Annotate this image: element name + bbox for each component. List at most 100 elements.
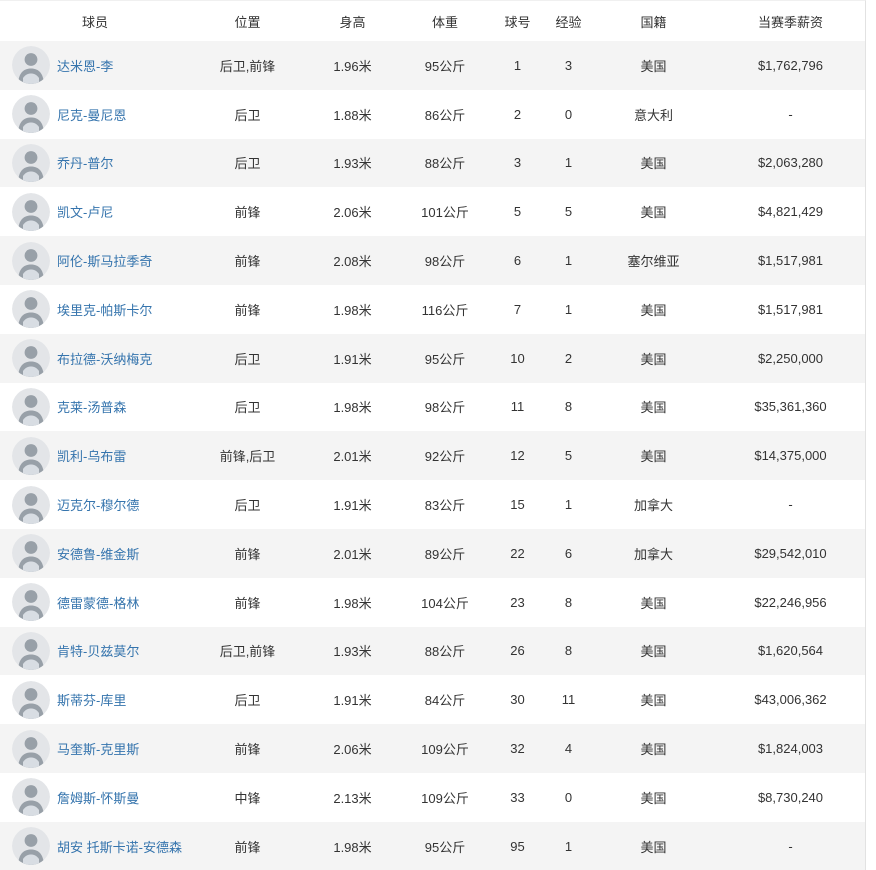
player-row: 凯文-卢尼 前锋 2.06米 101公斤 5 5 美国 $4,821,429 (0, 187, 865, 237)
weight-cell: 92公斤 (424, 449, 466, 465)
player-name-link[interactable]: 克莱-汤普森 (57, 400, 127, 416)
nationality-cell: 美国 (640, 644, 667, 660)
player-avatar[interactable] (12, 241, 50, 280)
weight-cell: 88公斤 (424, 644, 466, 660)
player-name-link[interactable]: 安德鲁-维金斯 (57, 546, 140, 562)
experience-cell: 5 (564, 204, 573, 220)
position-cell: 后卫 (234, 156, 261, 172)
player-avatar[interactable] (12, 387, 50, 426)
height-cell: 2.01米 (333, 449, 372, 465)
weight-cell: 101公斤 (421, 205, 469, 221)
player-name-link[interactable]: 胡安 托斯卡诺-安德森 (57, 839, 182, 855)
player-cell: 胡安 托斯卡诺-安德森 (0, 827, 190, 866)
player-avatar[interactable] (12, 827, 50, 866)
weight-cell: 95公斤 (424, 839, 466, 855)
jersey-number-cell: 7 (513, 301, 522, 317)
weight-cell: 116公斤 (421, 302, 469, 318)
person-silhouette-icon (12, 143, 50, 182)
player-name-link[interactable]: 马奎斯-克里斯 (57, 742, 140, 758)
nationality-cell: 意大利 (633, 107, 673, 123)
player-avatar[interactable] (12, 631, 50, 670)
salary-cell: - (788, 106, 793, 122)
player-row: 乔丹-普尔 后卫 1.93米 88公斤 3 1 美国 $2,063,280 (0, 138, 865, 188)
nationality-cell: 美国 (640, 742, 667, 758)
position-cell: 后卫 (234, 107, 261, 123)
position-cell: 前锋 (234, 839, 261, 855)
column-header-height: 身高 (339, 14, 366, 30)
player-row: 肯特-贝兹莫尔 后卫,前锋 1.93米 88公斤 26 8 美国 $1,620,… (0, 626, 865, 676)
player-name-link[interactable]: 德雷蒙德-格林 (57, 595, 140, 611)
weight-cell: 95公斤 (424, 58, 466, 74)
weight-cell: 89公斤 (424, 546, 466, 562)
person-silhouette-icon (12, 339, 50, 378)
salary-cell: $8,730,240 (757, 789, 824, 805)
height-cell: 2.13米 (333, 790, 372, 806)
salary-cell: $29,542,010 (754, 545, 827, 561)
person-silhouette-icon (12, 95, 50, 134)
person-silhouette-icon (12, 534, 50, 573)
player-row: 安德鲁-维金斯 前锋 2.01米 89公斤 22 6 加拿大 $29,542,0… (0, 528, 865, 578)
player-avatar[interactable] (12, 534, 50, 573)
player-avatar[interactable] (12, 436, 50, 475)
weight-cell: 95公斤 (424, 351, 466, 367)
player-avatar[interactable] (12, 290, 50, 329)
player-name-link[interactable]: 凯文-卢尼 (57, 205, 114, 221)
player-avatar[interactable] (12, 192, 50, 231)
weight-cell: 98公斤 (424, 254, 466, 270)
player-name-link[interactable]: 肯特-贝兹莫尔 (57, 644, 140, 660)
position-cell: 后卫 (234, 498, 261, 514)
height-cell: 2.01米 (333, 546, 372, 562)
weight-cell: 88公斤 (424, 156, 466, 172)
player-row: 马奎斯-克里斯 前锋 2.06米 109公斤 32 4 美国 $1,824,00… (0, 724, 865, 773)
player-name-link[interactable]: 詹姆斯-怀斯曼 (57, 790, 140, 806)
player-row: 胡安 托斯卡诺-安德森 前锋 1.98米 95公斤 95 1 美国 - (0, 821, 865, 870)
person-silhouette-icon (12, 680, 50, 719)
jersey-number-cell: 5 (513, 204, 522, 220)
person-silhouette-icon (12, 436, 50, 475)
experience-cell: 1 (564, 838, 573, 854)
nationality-cell: 美国 (640, 595, 667, 611)
player-avatar[interactable] (12, 680, 50, 719)
player-name-link[interactable]: 乔丹-普尔 (57, 156, 114, 172)
player-name-link[interactable]: 布拉德-沃纳梅克 (57, 351, 153, 367)
nationality-cell: 美国 (640, 58, 667, 74)
player-avatar[interactable] (12, 729, 50, 768)
player-name-link[interactable]: 斯蒂芬-库里 (57, 693, 127, 709)
player-name-link[interactable]: 埃里克-帕斯卡尔 (57, 302, 153, 318)
position-cell: 前锋 (234, 205, 261, 221)
player-cell: 达米恩-李 (0, 46, 190, 85)
nationality-cell: 塞尔维亚 (627, 254, 680, 270)
player-name-link[interactable]: 尼克-曼尼恩 (57, 107, 127, 123)
experience-cell: 8 (564, 399, 573, 415)
player-avatar[interactable] (12, 778, 50, 817)
player-row: 斯蒂芬-库里 后卫 1.91米 84公斤 30 11 美国 $43,006,36… (0, 675, 865, 725)
player-avatar[interactable] (12, 339, 50, 378)
player-avatar[interactable] (12, 143, 50, 182)
weight-cell: 104公斤 (421, 595, 469, 611)
player-avatar[interactable] (12, 95, 50, 134)
person-silhouette-icon (12, 631, 50, 670)
nationality-cell: 美国 (640, 839, 667, 855)
player-name-link[interactable]: 凯利-乌布雷 (57, 449, 127, 465)
player-name-link[interactable]: 阿伦-斯马拉季奇 (57, 254, 153, 270)
nationality-cell: 加拿大 (633, 498, 673, 514)
position-cell: 前锋 (234, 595, 261, 611)
position-cell: 前锋,后卫 (219, 449, 276, 465)
position-cell: 后卫,前锋 (219, 644, 276, 660)
person-silhouette-icon (12, 241, 50, 280)
player-name-link[interactable]: 达米恩-李 (57, 58, 114, 74)
height-cell: 2.06米 (333, 205, 372, 221)
position-cell: 前锋 (234, 254, 261, 270)
player-name-link[interactable]: 迈克尔-穆尔德 (57, 498, 140, 514)
experience-cell: 0 (564, 106, 573, 122)
player-cell: 阿伦-斯马拉季奇 (0, 241, 190, 280)
person-silhouette-icon (12, 583, 50, 622)
player-avatar[interactable] (12, 46, 50, 85)
nationality-cell: 美国 (640, 351, 667, 367)
player-avatar[interactable] (12, 485, 50, 524)
player-avatar[interactable] (12, 583, 50, 622)
player-row: 凯利-乌布雷 前锋,后卫 2.01米 92公斤 12 5 美国 $14,375,… (0, 431, 865, 481)
jersey-number-cell: 3 (513, 155, 522, 171)
